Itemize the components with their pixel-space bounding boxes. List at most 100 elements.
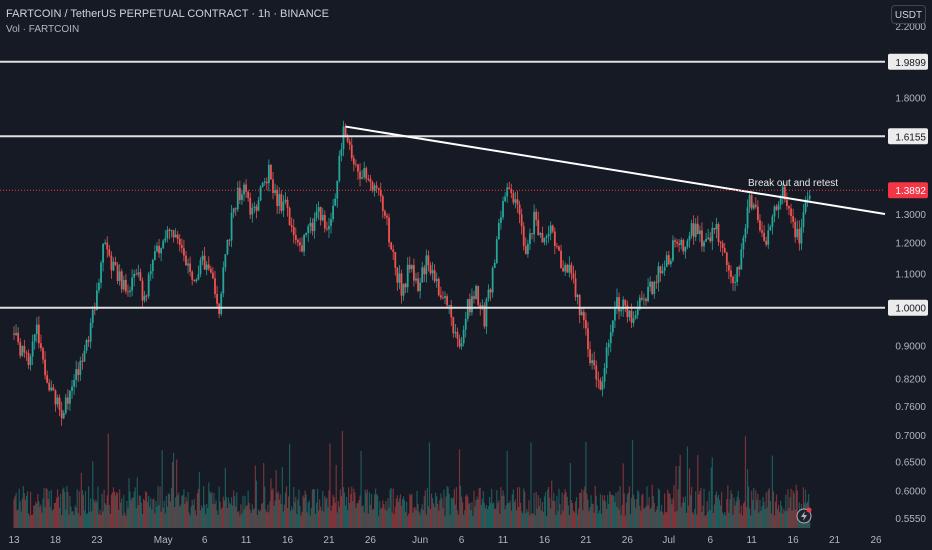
time-tick-label: 26 bbox=[622, 535, 634, 546]
candle-body bbox=[765, 240, 768, 245]
candle-body bbox=[533, 211, 536, 235]
volume-bar bbox=[729, 499, 731, 528]
volume-bar bbox=[802, 487, 805, 528]
volume-bar bbox=[240, 504, 242, 528]
volume-bar bbox=[291, 506, 293, 528]
volume-bar bbox=[72, 511, 74, 528]
candle-body bbox=[249, 197, 252, 215]
candle-body bbox=[686, 240, 689, 248]
volume-bar bbox=[715, 491, 718, 528]
candle-body bbox=[717, 224, 720, 242]
volume-bar bbox=[726, 499, 728, 528]
volume-bar bbox=[466, 494, 468, 528]
candle-body bbox=[435, 278, 438, 282]
volume-bar bbox=[668, 493, 670, 528]
volume-bar bbox=[587, 499, 589, 528]
price-axis[interactable]: 2.2000 1.8000 1.3000 1.2000 1.1000 0.9000 0.82… bbox=[888, 22, 928, 525]
volume-bar bbox=[62, 489, 64, 528]
volume-bar bbox=[592, 503, 594, 528]
volume-bar bbox=[188, 512, 190, 528]
notification-dot bbox=[806, 507, 812, 513]
volume-bar bbox=[264, 486, 266, 528]
volume-bar bbox=[158, 504, 160, 528]
symbol-title[interactable]: FARTCOIN / TetherUS PERPETUAL CONTRACT ·… bbox=[6, 8, 329, 20]
candle-body bbox=[54, 390, 57, 405]
candle-body bbox=[367, 178, 370, 180]
candle-body bbox=[450, 305, 453, 318]
volume-bar bbox=[639, 505, 641, 528]
candle-body bbox=[572, 273, 575, 279]
volume-bar bbox=[380, 509, 382, 528]
candle-body bbox=[603, 368, 606, 382]
volume-bar bbox=[136, 477, 138, 528]
volume-bar bbox=[581, 489, 583, 528]
volume-bar bbox=[733, 497, 735, 528]
candle-body bbox=[325, 228, 328, 230]
volume-bar bbox=[44, 507, 46, 528]
candle-body bbox=[667, 255, 670, 265]
volume-bar bbox=[163, 500, 165, 528]
volume-bar bbox=[685, 512, 688, 528]
candle-body bbox=[727, 265, 730, 271]
candle-body bbox=[352, 158, 355, 165]
volume-bar bbox=[209, 491, 211, 528]
volume-bar bbox=[155, 501, 157, 528]
volume-bar bbox=[787, 489, 789, 528]
volume-bar bbox=[312, 488, 315, 528]
volume-bar bbox=[117, 492, 119, 528]
candle-body bbox=[81, 360, 84, 362]
volume-bar bbox=[528, 500, 530, 528]
candle-body bbox=[37, 324, 40, 344]
volume-bar bbox=[361, 506, 363, 528]
volume-bar bbox=[147, 501, 149, 528]
candle-body bbox=[199, 260, 202, 275]
volume-bar bbox=[320, 506, 322, 528]
volume-bar bbox=[443, 489, 445, 528]
volume-bar bbox=[703, 488, 705, 528]
volume-bar bbox=[419, 514, 421, 528]
volume-bar bbox=[413, 507, 415, 528]
volume-bar bbox=[626, 494, 628, 528]
candle-body bbox=[479, 304, 482, 308]
volume-bar bbox=[251, 504, 253, 528]
flash-icon[interactable] bbox=[796, 507, 812, 524]
candle-body bbox=[696, 223, 699, 235]
volume-bar bbox=[453, 489, 455, 528]
volume-bar bbox=[282, 511, 284, 528]
candle-body bbox=[553, 231, 556, 247]
volume-bar bbox=[141, 513, 144, 528]
volume-bar bbox=[123, 494, 125, 528]
volume-bar bbox=[157, 486, 159, 528]
candle-body bbox=[203, 255, 206, 270]
volume-bar bbox=[792, 490, 794, 528]
volume-bar bbox=[276, 493, 278, 528]
candle-body bbox=[110, 255, 113, 271]
candle-body bbox=[398, 273, 401, 283]
volume-bar bbox=[591, 503, 593, 528]
candle-body bbox=[703, 241, 705, 247]
volume-bar bbox=[223, 500, 225, 528]
volume-bar bbox=[491, 488, 493, 528]
candle-body bbox=[66, 397, 69, 404]
candle-body bbox=[734, 282, 736, 283]
candle-body bbox=[464, 318, 467, 330]
volume-legend[interactable]: Vol · FARTCOIN bbox=[6, 24, 80, 35]
volume-bar bbox=[681, 502, 683, 528]
volume-bar bbox=[179, 506, 181, 528]
volume-bar bbox=[482, 491, 484, 528]
candle-body bbox=[93, 309, 96, 311]
time-axis[interactable]: 13 18 23 May 6 11 16 21 26 Jun 6 11 16 21 26 Jul 6 11 16 21… bbox=[8, 535, 882, 546]
volume-bar bbox=[786, 510, 788, 528]
candle-body bbox=[13, 333, 15, 335]
volume-bar bbox=[693, 514, 695, 528]
volume-bar bbox=[613, 495, 615, 528]
candle-body bbox=[122, 279, 125, 290]
candle-body bbox=[796, 228, 799, 238]
volume-bar bbox=[751, 490, 753, 528]
currency-button[interactable]: USDT bbox=[891, 5, 926, 24]
level-price-label: 1.9899 bbox=[895, 58, 926, 69]
volume-bar bbox=[762, 496, 764, 528]
volume-bar bbox=[741, 515, 743, 528]
volume-bar bbox=[474, 506, 476, 528]
